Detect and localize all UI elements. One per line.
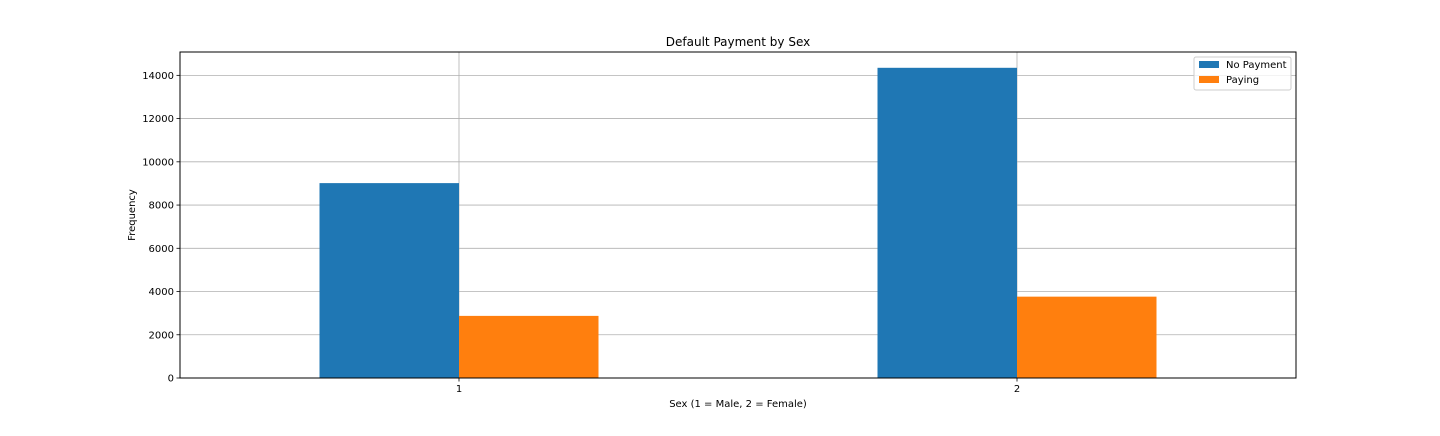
y-tick-label: 10000 [142,157,174,168]
legend-swatch-paying [1199,76,1219,83]
y-tick-label: 2000 [149,330,174,341]
y-tick-label: 6000 [149,244,174,255]
bar-paying-2 [1017,296,1157,378]
bars [319,67,1157,378]
legend-label-no-payment: No Payment [1226,60,1287,71]
x-tick-label: 2 [1014,384,1020,395]
bar-paying-1 [459,315,599,378]
y-tick-label: 8000 [149,201,174,212]
bar-no-payment-1 [319,183,459,378]
plot-frame [179,51,1297,379]
legend-swatch-no-payment [1199,61,1219,68]
legend-label-paying: Paying [1226,75,1259,86]
y-tick-label: 12000 [142,114,174,125]
y-tick-label: 4000 [149,287,174,298]
legend: No Payment Paying [1193,56,1292,91]
y-tick-label: 0 [168,374,174,385]
x-tick-label: 1 [456,384,462,395]
y-tick-label: 14000 [142,71,174,82]
y-axis-title: Frequency [127,189,138,241]
chart-title: Default Payment by Sex [666,35,810,49]
y-axis-ticks: 0 2000 4000 6000 8000 10000 12000 14000 [142,71,180,385]
x-axis-title: Sex (1 = Male, 2 = Female) [669,399,807,410]
bar-no-payment-2 [877,67,1017,378]
